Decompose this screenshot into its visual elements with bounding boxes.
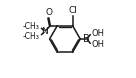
Text: OH: OH — [91, 40, 104, 49]
Text: Cl: Cl — [68, 6, 77, 15]
Text: B: B — [83, 34, 90, 44]
Text: N: N — [41, 27, 48, 36]
Text: OH: OH — [91, 29, 104, 38]
Text: O: O — [45, 8, 52, 17]
Text: -CH₃: -CH₃ — [23, 32, 40, 41]
Text: -CH₃: -CH₃ — [23, 22, 40, 31]
